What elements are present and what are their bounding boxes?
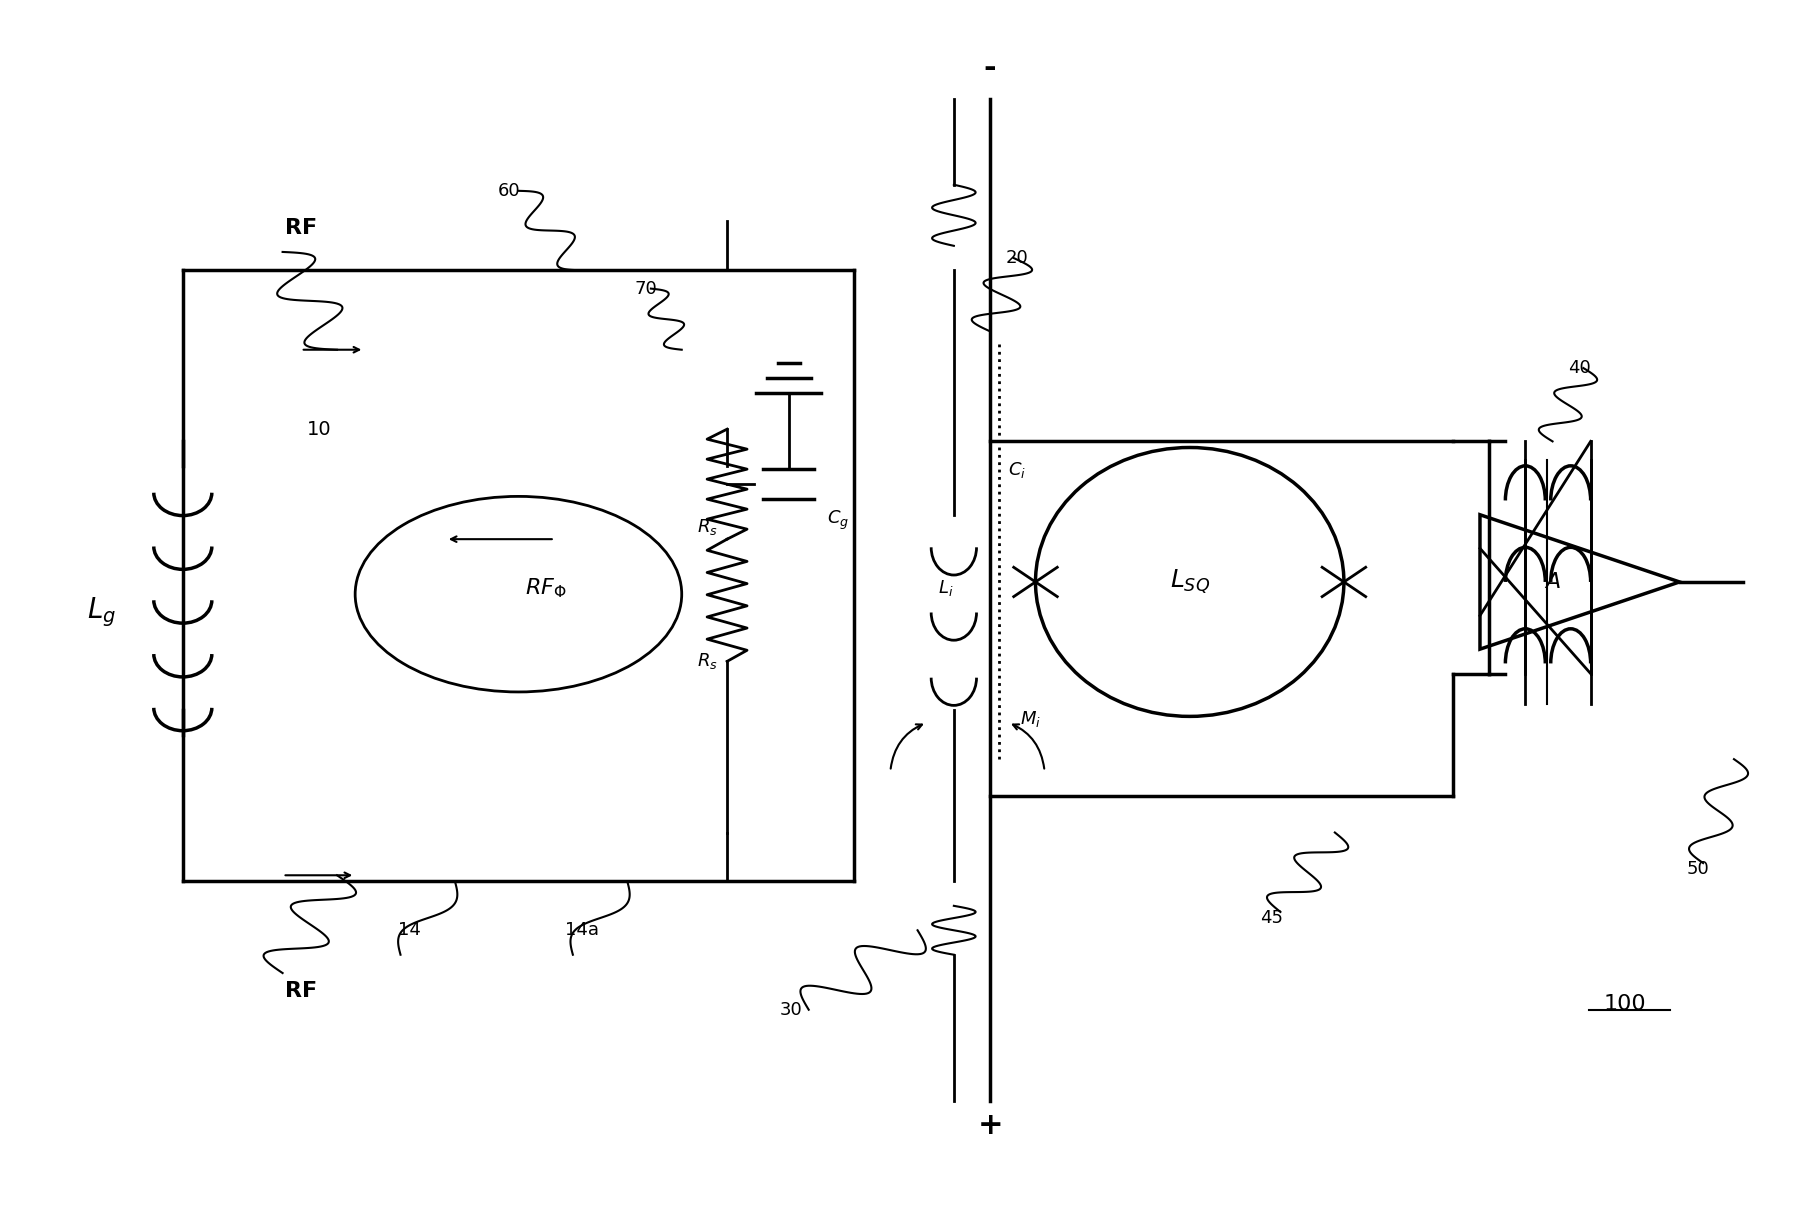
Text: $RF_\Phi$: $RF_\Phi$ — [525, 576, 567, 600]
Text: $L_i$: $L_i$ — [938, 578, 954, 598]
Text: $M_i$: $M_i$ — [1019, 708, 1041, 729]
Text: +: + — [978, 1111, 1003, 1140]
Text: 50: 50 — [1686, 860, 1710, 878]
Text: 60: 60 — [498, 181, 521, 200]
Text: $A$: $A$ — [1544, 572, 1561, 592]
Text: $L_{SQ}$: $L_{SQ}$ — [1170, 568, 1210, 597]
Text: 20: 20 — [1007, 249, 1028, 267]
Text: $C_g$: $C_g$ — [827, 510, 849, 533]
Text: 14a: 14a — [565, 921, 600, 940]
Text: 14: 14 — [398, 921, 422, 940]
Text: $R_s$: $R_s$ — [698, 652, 718, 671]
Text: 40: 40 — [1568, 359, 1592, 377]
Text: RF: RF — [285, 218, 316, 238]
Text: 45: 45 — [1259, 909, 1283, 927]
Text: $L_g$: $L_g$ — [87, 595, 116, 630]
Text: 30: 30 — [779, 1001, 801, 1019]
Text: $C_i$: $C_i$ — [1008, 459, 1027, 480]
Text: -: - — [983, 54, 996, 83]
Text: RF: RF — [285, 981, 316, 1001]
Text: 100: 100 — [1604, 993, 1646, 1013]
Text: 70: 70 — [634, 279, 656, 298]
Text: 10: 10 — [307, 420, 331, 439]
Text: $R_s$: $R_s$ — [698, 517, 718, 537]
